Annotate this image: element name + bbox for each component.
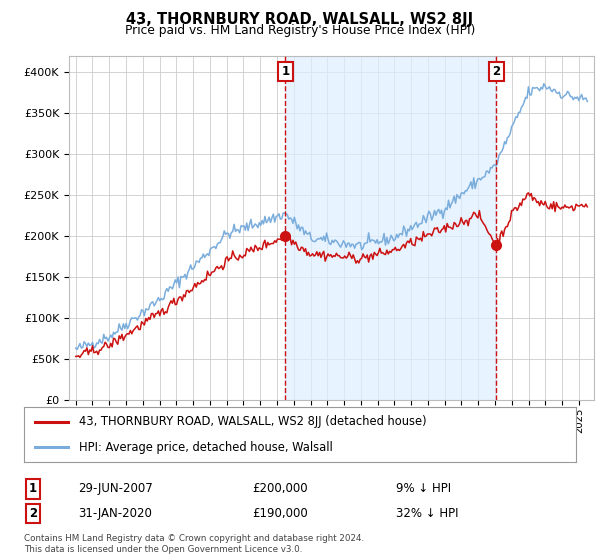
Bar xyxy=(286,56,496,400)
Text: £200,000: £200,000 xyxy=(252,482,308,496)
Text: 32% ↓ HPI: 32% ↓ HPI xyxy=(396,507,458,520)
Text: 1: 1 xyxy=(281,65,289,78)
Text: 1: 1 xyxy=(29,482,37,496)
Text: 2: 2 xyxy=(493,65,500,78)
Text: 43, THORNBURY ROAD, WALSALL, WS2 8JJ: 43, THORNBURY ROAD, WALSALL, WS2 8JJ xyxy=(127,12,473,27)
Text: 43, THORNBURY ROAD, WALSALL, WS2 8JJ (detached house): 43, THORNBURY ROAD, WALSALL, WS2 8JJ (de… xyxy=(79,416,427,428)
Text: 2: 2 xyxy=(29,507,37,520)
Text: £190,000: £190,000 xyxy=(252,507,308,520)
Text: 29-JUN-2007: 29-JUN-2007 xyxy=(78,482,153,496)
Text: 31-JAN-2020: 31-JAN-2020 xyxy=(78,507,152,520)
Text: Contains HM Land Registry data © Crown copyright and database right 2024.
This d: Contains HM Land Registry data © Crown c… xyxy=(24,534,364,554)
Text: Price paid vs. HM Land Registry's House Price Index (HPI): Price paid vs. HM Land Registry's House … xyxy=(125,24,475,37)
Text: 9% ↓ HPI: 9% ↓ HPI xyxy=(396,482,451,496)
Text: HPI: Average price, detached house, Walsall: HPI: Average price, detached house, Wals… xyxy=(79,441,333,454)
